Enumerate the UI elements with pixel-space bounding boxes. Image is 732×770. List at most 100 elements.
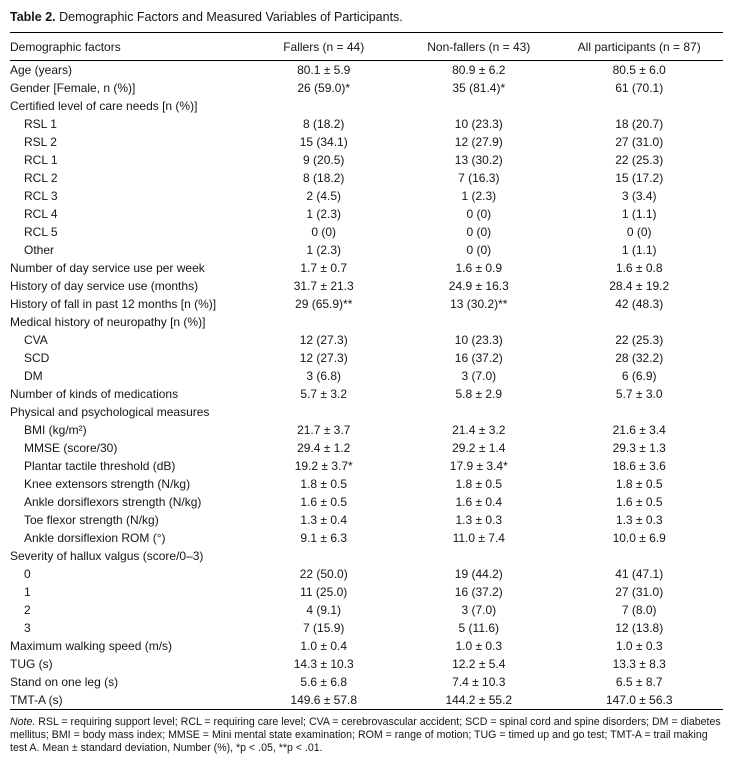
row-value: 13.3 ± 8.3 <box>612 657 666 671</box>
row-label: Maximum walking speed (m/s) <box>10 639 173 653</box>
row-value: 6 (6.9) <box>621 369 657 383</box>
row-value <box>402 97 555 115</box>
table-row: History of fall in past 12 months [n (%)… <box>10 295 723 313</box>
row-label: CVA <box>24 333 48 347</box>
row-value: 18.6 ± 3.6 <box>612 459 666 473</box>
row-value: 7 (15.9) <box>303 621 345 635</box>
row-value: 26 (59.0)* <box>297 81 351 95</box>
table-row: 3 7 (15.9) 5 (11.6) 12 (13.8) <box>10 619 723 637</box>
row-value: 1.3 ± 0.3 <box>455 513 503 527</box>
row-value <box>555 403 723 421</box>
row-value <box>245 313 402 331</box>
row-label: Number of day service use per week <box>10 261 205 275</box>
row-value: 29.3 ± 1.3 <box>612 441 666 455</box>
row-value: 19 (44.2) <box>454 567 503 581</box>
row-value: 1.8 ± 0.5 <box>455 477 503 491</box>
row-value: 22 (25.3) <box>615 153 664 167</box>
row-value: 9 (20.5) <box>303 153 345 167</box>
row-label: Toe flexor strength (N/kg) <box>24 513 159 527</box>
row-value: 15 (17.2) <box>615 171 664 185</box>
row-value: 8 (18.2) <box>303 171 345 185</box>
row-value: 5.7 ± 3.2 <box>300 387 348 401</box>
row-value: 21.7 ± 3.7 <box>297 423 351 437</box>
row-value: 5.6 ± 6.8 <box>300 675 348 689</box>
row-value: 12.2 ± 5.4 <box>452 657 506 671</box>
row-value: 24.9 ± 16.3 <box>448 279 509 293</box>
row-value <box>245 97 402 115</box>
row-value: 3 (7.0) <box>461 369 497 383</box>
row-value <box>245 547 402 565</box>
row-value: 17.9 ± 3.4* <box>449 459 508 473</box>
row-value <box>555 97 723 115</box>
row-value: 2 (4.5) <box>306 189 342 203</box>
row-value: 1.8 ± 0.5 <box>300 477 348 491</box>
row-value: 5 (11.6) <box>458 621 500 635</box>
row-label: Certified level of care needs [n (%)] <box>10 99 198 113</box>
row-value: 31.7 ± 21.3 <box>293 279 354 293</box>
row-value: 21.6 ± 3.4 <box>612 423 666 437</box>
row-value: 13 (30.2)** <box>450 297 508 311</box>
row-value: 7 (8.0) <box>621 603 657 617</box>
table-caption-text: Demographic Factors and Measured Variabl… <box>55 10 403 24</box>
table-row: Other 1 (2.3) 0 (0) 1 (1.1) <box>10 241 723 259</box>
row-value: 1.6 ± 0.5 <box>615 495 663 509</box>
table-row: RCL 4 1 (2.3) 0 (0) 1 (1.1) <box>10 205 723 223</box>
row-value <box>402 313 555 331</box>
row-value: 11.0 ± 7.4 <box>452 531 505 545</box>
row-value: 3 (3.4) <box>621 189 657 203</box>
row-value: 19.2 ± 3.7* <box>294 459 353 473</box>
table-row: Number of day service use per week 1.7 ± … <box>10 259 723 277</box>
row-label: Physical and psychological measures <box>10 405 210 419</box>
row-value: 144.2 ± 55.2 <box>402 691 556 710</box>
table-row: Ankle dorsiflexion ROM (°) 9.1 ± 6.3 11.0 … <box>10 529 723 547</box>
row-value <box>402 403 555 421</box>
row-label: Other <box>24 243 55 257</box>
row-value: 41 (47.1) <box>615 567 664 581</box>
footnote-note-label: Note. <box>10 716 36 728</box>
row-value: 1 (1.1) <box>621 207 657 221</box>
row-label: Severity of hallux valgus (score/0–3) <box>10 549 204 563</box>
row-value: 28 (32.2) <box>615 351 664 365</box>
row-value: 6.5 ± 8.7 <box>615 675 663 689</box>
row-value <box>555 313 723 331</box>
row-value: 4 (9.1) <box>306 603 342 617</box>
table-row: Knee extensors strength (N/kg) 1.8 ± 0.5 1… <box>10 475 723 493</box>
section-row: Medical history of neuropathy [n (%)] <box>10 313 723 331</box>
column-header: All participants (n = 87) <box>555 32 723 61</box>
row-value: 0 (0) <box>311 225 337 239</box>
row-label: Gender [Female, n (%)] <box>10 81 136 95</box>
row-value: 10 (23.3) <box>454 117 503 131</box>
row-label: 2 <box>24 603 31 617</box>
row-value: 12 (27.9) <box>454 135 503 149</box>
row-value: 1 (2.3) <box>461 189 497 203</box>
table-row: RCL 5 0 (0) 0 (0) 0 (0) <box>10 223 723 241</box>
row-value: 15 (34.1) <box>299 135 348 149</box>
table-caption-label: Table 2. <box>10 10 56 24</box>
row-value <box>245 403 402 421</box>
row-label: SCD <box>24 351 50 365</box>
row-value: 149.6 ± 57.8 <box>245 691 403 710</box>
row-value: 0 (0) <box>466 243 492 257</box>
row-value: 28.4 ± 19.2 <box>609 279 670 293</box>
column-header-factors: Demographic factors <box>10 32 246 61</box>
table-row: Gender [Female, n (%)] 26 (59.0)* 35 (81.4… <box>10 79 723 97</box>
section-row: Physical and psychological measures <box>10 403 723 421</box>
row-value: 1.8 ± 0.5 <box>615 477 663 491</box>
column-header: Non-fallers (n = 43) <box>402 32 556 61</box>
row-value: 3 (7.0) <box>461 603 497 617</box>
row-value: 0 (0) <box>626 225 652 239</box>
row-label: Age (years) <box>10 63 73 77</box>
demographics-table: Demographic factors Fallers (n = 44) Non-f… <box>10 32 723 710</box>
row-value: 7.4 ± 10.3 <box>452 675 506 689</box>
row-label: 0 <box>24 567 31 581</box>
table-row: Stand on one leg (s) 5.6 ± 6.8 7.4 ± 10.3 6… <box>10 673 723 691</box>
column-header: Fallers (n = 44) <box>245 32 403 61</box>
table-row: RCL 1 9 (20.5) 13 (30.2) 22 (25.3) <box>10 151 723 169</box>
row-value: 0 (0) <box>466 225 492 239</box>
header-row: Demographic factors Fallers (n = 44) Non-f… <box>10 32 723 61</box>
row-value: 1.7 ± 0.7 <box>300 261 348 275</box>
row-value: 1.0 ± 0.4 <box>300 639 348 653</box>
row-label: RCL 4 <box>24 207 58 221</box>
row-value: 27 (31.0) <box>615 135 664 149</box>
table-row: 2 4 (9.1) 3 (7.0) 7 (8.0) <box>10 601 723 619</box>
